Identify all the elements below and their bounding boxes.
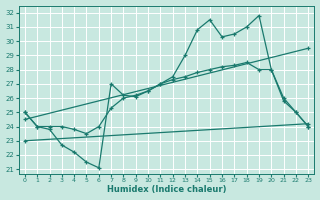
X-axis label: Humidex (Indice chaleur): Humidex (Indice chaleur): [107, 185, 226, 194]
